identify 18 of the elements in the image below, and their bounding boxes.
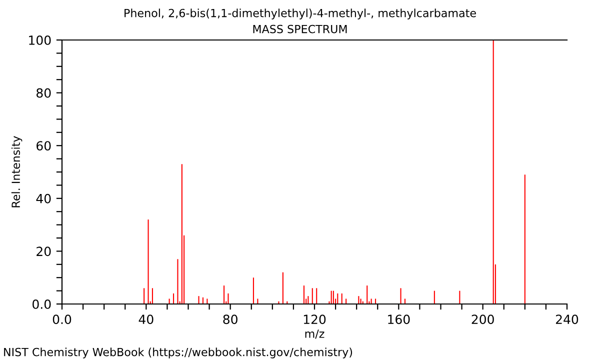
text: NIST Chemistry WebBook (https://webbook.nist.gov/chemistry) bbox=[4, 348, 352, 358]
chart-subtitle: MASS SPECTRUM bbox=[253, 24, 347, 34]
y-axis-title: Rel. Intensity bbox=[11, 136, 22, 208]
x-tick-label: 200 bbox=[472, 314, 494, 324]
y-tick-label: 20 bbox=[36, 246, 51, 256]
chart-title: Phenol, 2,6-bis(1,1-dimethylethyl)-4-methyl-, methylcarbamate bbox=[124, 8, 476, 20]
x-tick-label: 0.0 bbox=[52, 314, 72, 324]
x-tick-label: 240 bbox=[556, 314, 578, 324]
y-tick-label: 40 bbox=[36, 194, 51, 204]
y-tick-label: 80 bbox=[36, 88, 51, 98]
x-tick-label: 40 bbox=[138, 314, 154, 324]
x-tick-label: 80 bbox=[223, 314, 238, 324]
x-axis-title: m/z bbox=[305, 330, 324, 339]
y-tick-label: 0.0 bbox=[32, 299, 51, 309]
x-tick-label: 160 bbox=[388, 314, 410, 324]
y-tick-label: 60 bbox=[36, 141, 51, 151]
x-tick-label: 120 bbox=[304, 314, 326, 324]
y-tick-label: 100 bbox=[29, 35, 51, 45]
